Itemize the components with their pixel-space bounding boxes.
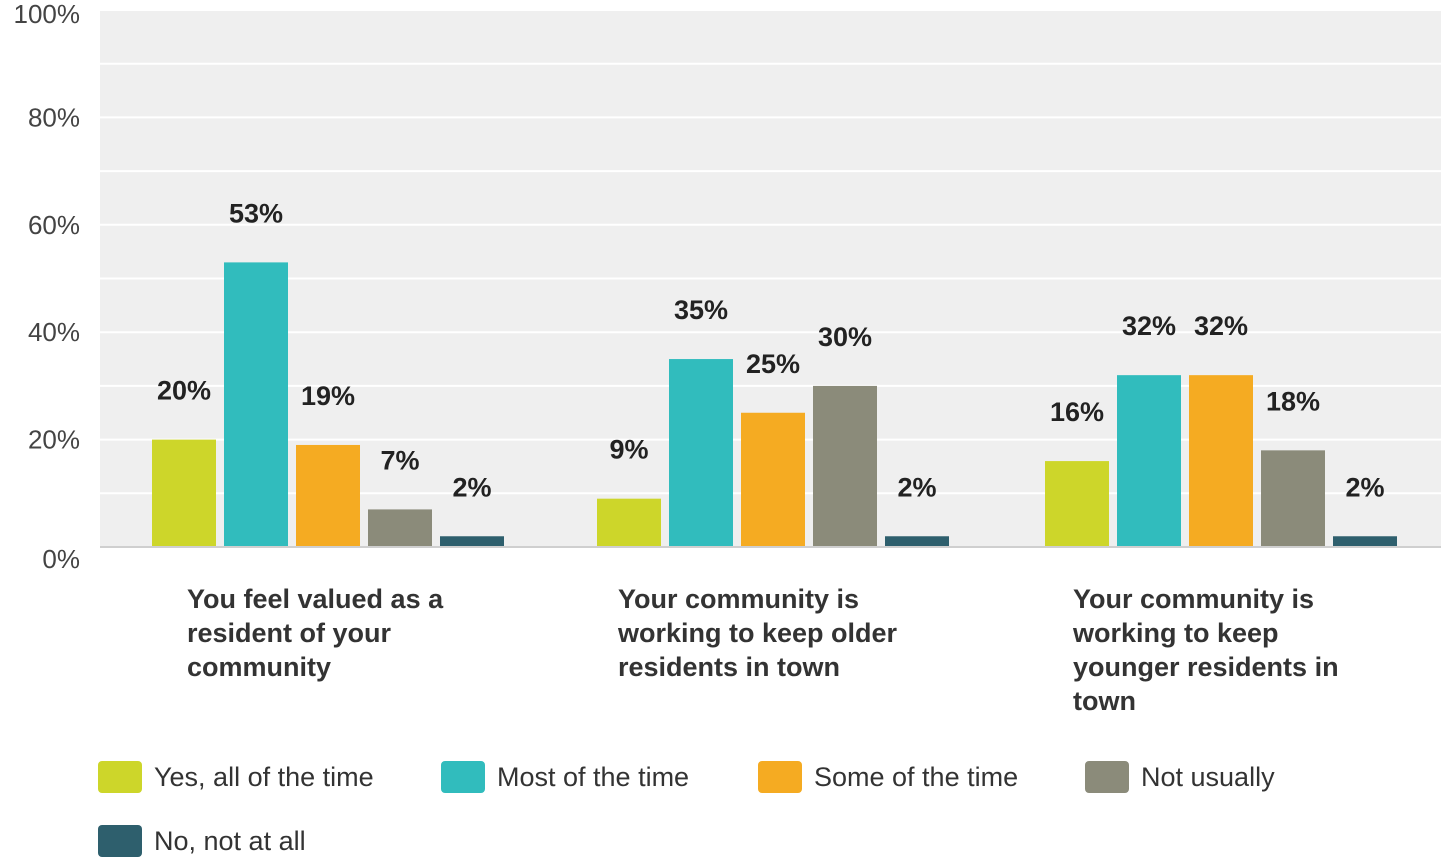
legend-item: Some of the time	[758, 757, 1018, 797]
legend-label: No, not at all	[154, 825, 306, 856]
bar	[152, 439, 216, 547]
data-label: 2%	[452, 472, 491, 502]
legend-label: Yes, all of the time	[154, 761, 374, 792]
legend-label: Most of the time	[497, 761, 690, 792]
data-label: 53%	[229, 198, 283, 228]
bars	[152, 262, 1397, 547]
data-labels: 20% 53% 19% 7% 2% 9% 35% 25% 30% 2% 16% 32% 32% 18% 2%	[157, 198, 1385, 502]
legend-swatch	[98, 761, 142, 793]
category-label-line: resident of your	[187, 618, 392, 648]
bar	[1261, 450, 1325, 547]
category-label-line: younger residents in	[1073, 652, 1339, 682]
legend-item: Yes, all of the time	[98, 757, 374, 797]
y-tick-label: 100%	[14, 0, 81, 29]
data-label: 32%	[1122, 311, 1176, 341]
y-tick-label: 60%	[28, 210, 80, 240]
category-label-line: working to keep	[1073, 618, 1279, 648]
legend-swatch	[441, 761, 485, 793]
category-label-line: Your community is	[1073, 584, 1315, 614]
bar	[885, 536, 949, 547]
data-label: 20%	[157, 376, 211, 406]
data-label: 18%	[1266, 386, 1320, 416]
bar	[1045, 461, 1109, 547]
y-tick-label: 40%	[28, 317, 80, 347]
bar	[368, 509, 432, 547]
data-label: 35%	[674, 295, 728, 325]
category-label-line: Your community is	[618, 584, 860, 614]
data-label: 9%	[609, 435, 648, 465]
data-label: 2%	[1345, 472, 1384, 502]
y-tick-label: 20%	[28, 425, 80, 455]
bar-chart: 0% 20% 40% 60% 80% 100% 20% 53% 19% 7% 2% 9% 35% 25%…	[14, 0, 1441, 574]
data-label: 30%	[818, 322, 872, 352]
data-label: 16%	[1050, 397, 1104, 427]
legend-item: Most of the time	[441, 757, 689, 797]
bar	[741, 412, 805, 547]
y-tick-label: 0%	[42, 544, 80, 574]
legend-swatch	[98, 825, 142, 857]
category-label-line: community	[187, 652, 332, 682]
category-label-line: working to keep older	[618, 618, 898, 648]
bar	[1333, 536, 1397, 547]
y-axis: 0% 20% 40% 60% 80% 100%	[14, 0, 81, 574]
category-label: Your community is working to keep younger …	[1073, 582, 1393, 718]
legend-item: No, not at all	[98, 821, 306, 861]
bar	[224, 262, 288, 547]
y-tick-label: 80%	[28, 102, 80, 132]
data-label: 25%	[746, 349, 800, 379]
data-label: 2%	[897, 472, 936, 502]
bar	[813, 385, 877, 547]
bar	[1189, 375, 1253, 547]
legend-label: Some of the time	[814, 761, 1019, 792]
legend-label: Not usually	[1141, 761, 1275, 792]
category-label-line: town	[1073, 686, 1136, 716]
category-label-line: You feel valued as a	[187, 584, 444, 614]
legend-swatch	[1085, 761, 1129, 793]
bar	[440, 536, 504, 547]
data-label: 7%	[380, 445, 419, 475]
bar	[597, 498, 661, 547]
legend-item: Not usually	[1085, 757, 1275, 797]
category-label: You feel valued as a resident of your comm…	[187, 582, 507, 684]
legend-swatch	[758, 761, 802, 793]
data-label: 19%	[301, 381, 355, 411]
data-label: 32%	[1194, 311, 1248, 341]
category-label: Your community is working to keep older re…	[618, 582, 938, 684]
category-label-line: residents in town	[618, 652, 841, 682]
bar	[669, 359, 733, 547]
bar	[1117, 375, 1181, 547]
bar	[296, 444, 360, 547]
